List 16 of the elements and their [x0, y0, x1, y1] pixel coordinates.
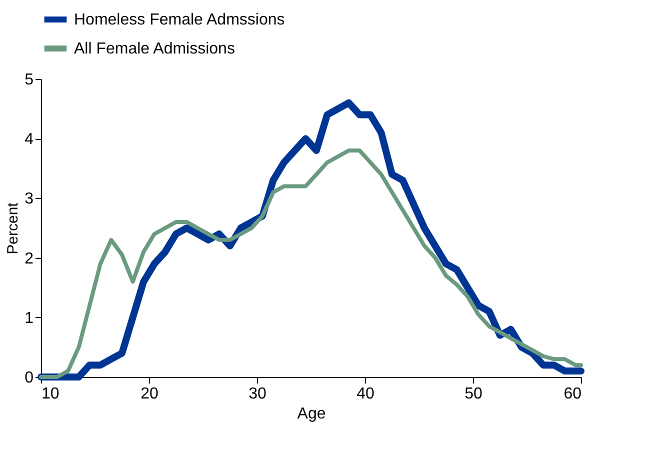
- y-tick-label: 2: [24, 250, 34, 268]
- x-tick-label: 10: [42, 386, 60, 402]
- x-tick-label: 20: [140, 386, 158, 402]
- y-tick-label: 5: [24, 72, 34, 88]
- x-tick-label: 30: [248, 386, 266, 402]
- y-tick-label: 3: [24, 190, 34, 208]
- x-tick-label: 60: [564, 386, 582, 402]
- y-axis-title: Percent: [4, 202, 22, 254]
- legend-label: All Female Admissions: [74, 40, 235, 58]
- y-tick-label: 4: [24, 131, 34, 148]
- y-tick-label: 1: [24, 310, 34, 327]
- x-tick-label: 40: [356, 386, 374, 402]
- x-tick-label: 50: [464, 386, 482, 402]
- y-tick-label: 0: [24, 370, 34, 386]
- legend-label: Homeless Female Admssions: [74, 12, 285, 28]
- x-axis-title: Age: [297, 406, 326, 422]
